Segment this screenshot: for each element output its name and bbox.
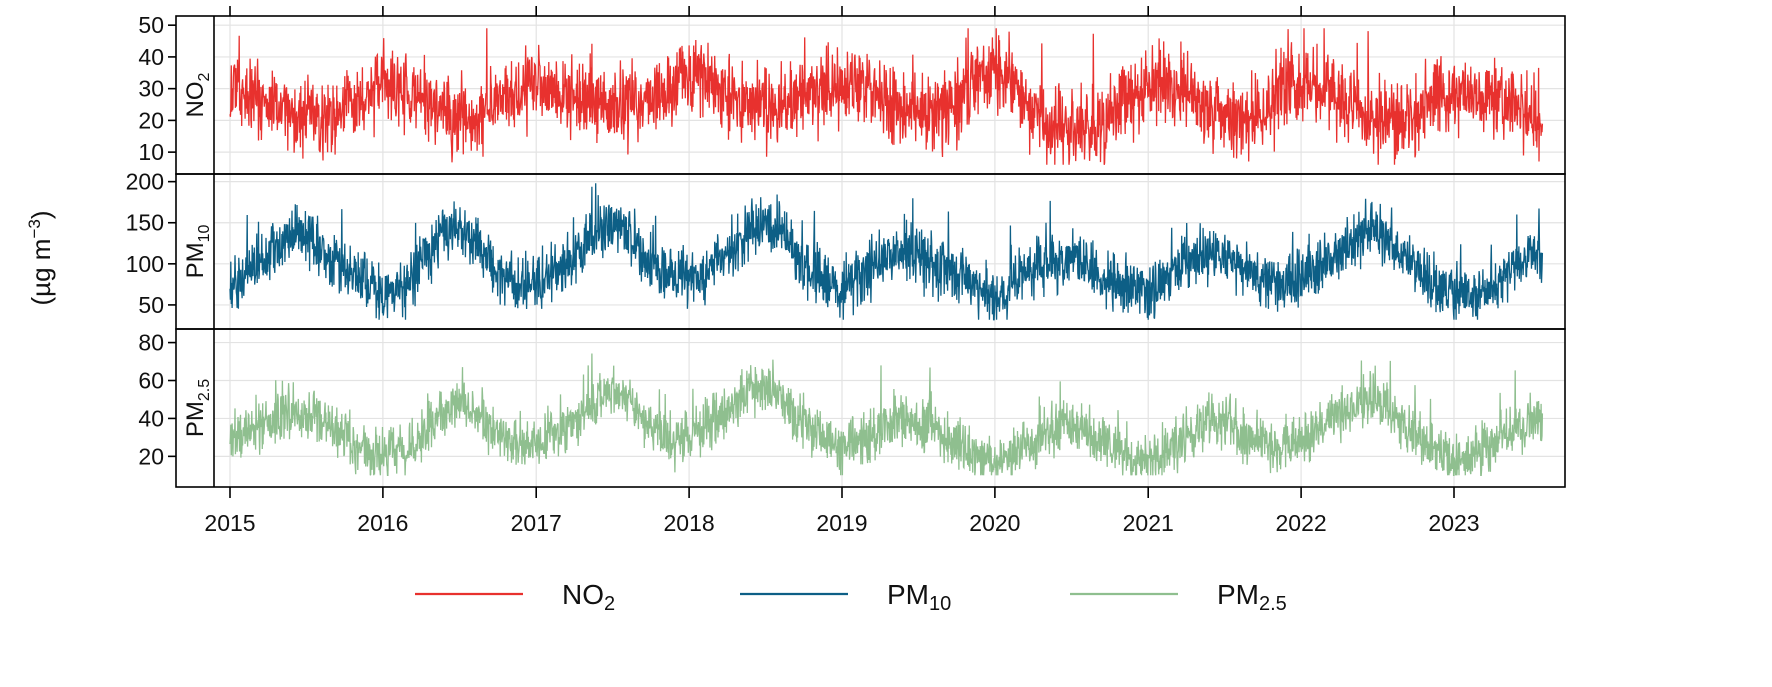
y-axis-title: (µg m−3) — [25, 210, 56, 305]
series-layer — [229, 28, 1544, 476]
x-tick-label: 2018 — [664, 510, 715, 536]
y-tick-label: 20 — [138, 443, 164, 469]
frame-layer — [175, 15, 1566, 488]
panel-label: PM2.5 — [182, 379, 213, 437]
y-axis-title-main: (µg m — [26, 239, 56, 306]
x-tick-label: 2017 — [511, 510, 562, 536]
x-tick-label: 2019 — [816, 510, 867, 536]
panel-label: NO2 — [182, 72, 213, 117]
y-tick-label: 20 — [138, 107, 164, 133]
legend-label-main: PM — [1217, 579, 1259, 610]
y-tick-label: 50 — [138, 12, 164, 38]
y-axis-title-close: ) — [26, 210, 56, 219]
y-axis-title-superscript: −3 — [25, 219, 44, 238]
panel-label: PM10 — [182, 225, 213, 279]
x-tick-label: 2020 — [969, 510, 1020, 536]
x-tick-label: 2021 — [1123, 510, 1174, 536]
panel-label-main: NO — [182, 81, 209, 117]
legend-entry-pm10: PM10 — [740, 579, 951, 615]
legend-label-main: NO — [562, 579, 604, 610]
x-tick-label: 2022 — [1276, 510, 1327, 536]
y-tick-label: 30 — [138, 76, 164, 102]
x-tick-label: 2016 — [357, 510, 408, 536]
panel-frame — [175, 328, 1566, 488]
legend-label-main: PM — [887, 579, 929, 610]
legend-entry-pm25: PM2.5 — [1070, 579, 1287, 615]
y-tick-label: 40 — [138, 44, 164, 70]
y-tick-label: 100 — [126, 251, 164, 277]
y-tick-label: 10 — [138, 139, 164, 165]
y-tick-label: 60 — [138, 368, 164, 394]
y-tick-label: 200 — [126, 169, 164, 195]
x-tick-label: 2023 — [1428, 510, 1479, 536]
panel-label-sub: 10 — [196, 225, 213, 243]
legend-label: NO2 — [562, 579, 615, 615]
legend-label-sub: 2 — [604, 593, 615, 615]
y-tick-label: 40 — [138, 405, 164, 431]
series-line-pm25 — [229, 353, 1544, 476]
legend-label-sub: 2.5 — [1259, 593, 1287, 615]
y-tick-label: 80 — [138, 330, 164, 356]
y-tick-layer: 10 20 30 40 50 50 100 150 200 20 40 60 80 — [126, 12, 176, 469]
panel-label-sub: 2 — [196, 72, 213, 81]
panel-label-main: PM — [182, 242, 209, 278]
x-tick-label: 2015 — [204, 510, 255, 536]
legend-label: PM10 — [887, 579, 951, 615]
series-line-pm10 — [229, 183, 1544, 321]
panel-label-sub: 2.5 — [196, 379, 213, 401]
y-tick-label: 150 — [126, 210, 164, 236]
panel-label-main: PM — [182, 401, 209, 437]
legend: NO2 PM10 PM2.5 — [415, 579, 1287, 615]
series-line-no2 — [229, 28, 1544, 165]
x-tick-layer: 2015 2016 2017 2018 2019 2020 2021 2022 2023 — [204, 6, 1480, 536]
legend-entry-no2: NO2 — [415, 579, 615, 615]
legend-label-sub: 10 — [929, 593, 951, 615]
legend-label: PM2.5 — [1217, 579, 1287, 615]
y-tick-label: 50 — [138, 292, 164, 318]
